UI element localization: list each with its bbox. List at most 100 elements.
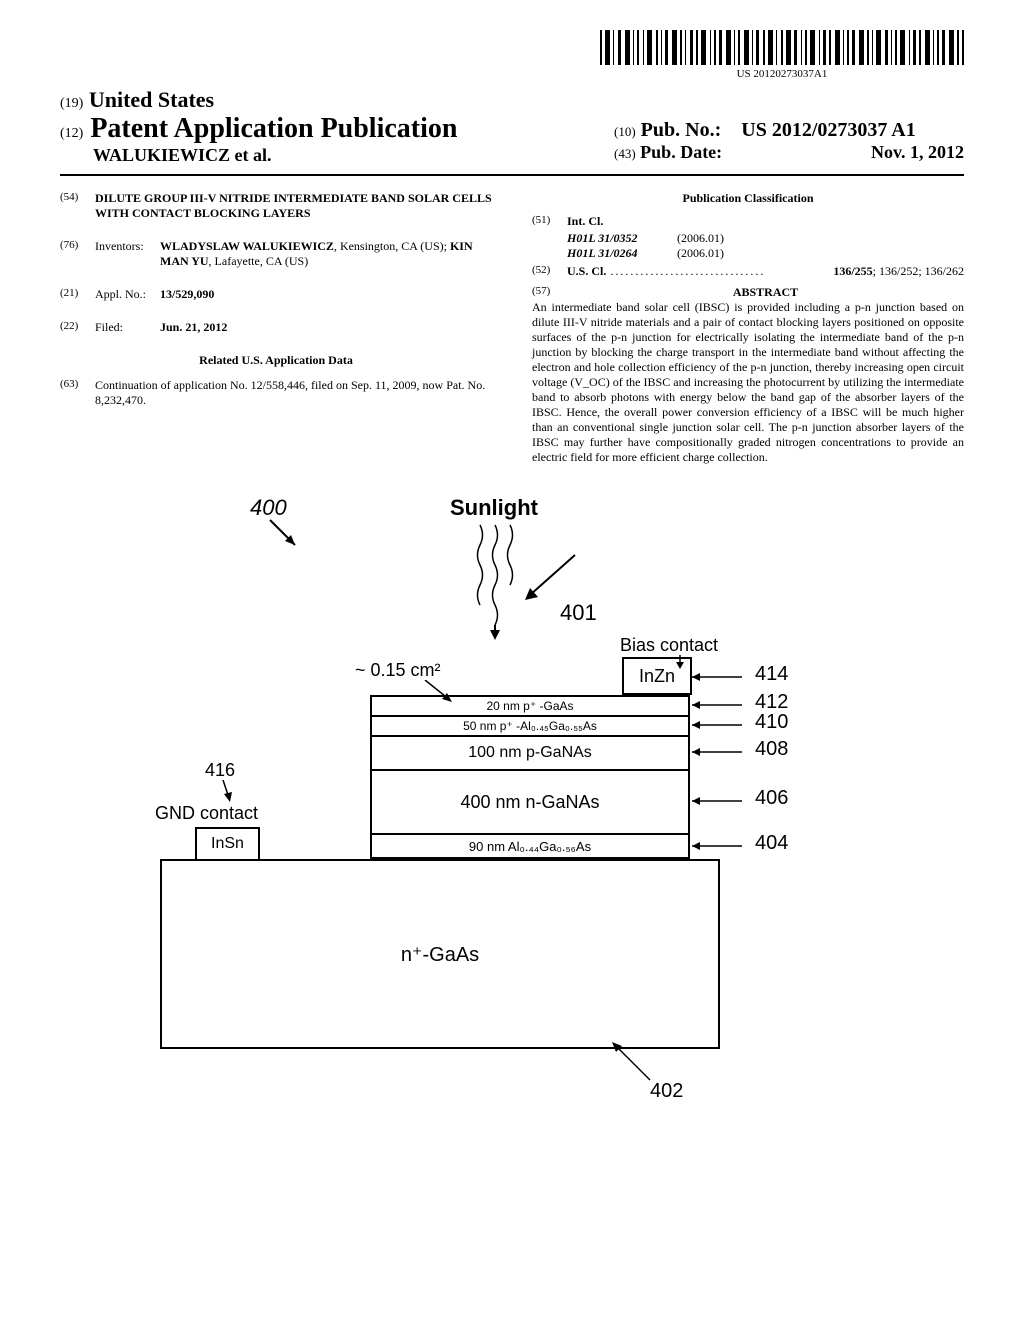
pubdate-num: (43) — [614, 146, 636, 161]
uscl-bold: 136/255 — [833, 264, 872, 278]
uscl-label: U.S. Cl. — [567, 264, 606, 279]
bib-left-column: (54) DILUTE GROUP III-V NITRIDE INTERMED… — [60, 191, 492, 465]
layer-text: 100 nm p-GaNAs — [468, 744, 592, 762]
bib-right-column: Publication Classification (51) Int. Cl.… — [532, 191, 964, 465]
intcl-entry: H01L 31/0264 (2006.01) — [567, 246, 964, 261]
substrate: n⁺-GaAs — [160, 859, 720, 1049]
bibliography: (54) DILUTE GROUP III-V NITRIDE INTERMED… — [60, 191, 964, 465]
layer-text: 20 nm p⁺ -GaAs — [486, 699, 573, 713]
abstract-text: An intermediate band solar cell (IBSC) i… — [532, 300, 964, 465]
header-left: (19) United States (12) Patent Applicati… — [60, 87, 457, 166]
leader-408 — [692, 746, 752, 758]
field-num: (52) — [532, 264, 567, 279]
uscl-rest: ; 136/252; 136/262 — [873, 264, 964, 278]
layer-404: 90 nm Al₀.₄₄Ga₀.₅₆As — [370, 833, 690, 859]
leader-412 — [692, 699, 752, 711]
authors: WALUKIEWICZ et al. — [93, 145, 457, 166]
layer-408: 100 nm p-GaNAs — [370, 735, 690, 769]
filed-val: Jun. 21, 2012 — [160, 320, 492, 335]
pubno-label: Pub. No.: — [641, 119, 722, 141]
intcl-year: (2006.01) — [677, 231, 724, 246]
barcode: US 20120273037A1 — [600, 30, 964, 80]
related-heading: Related U.S. Application Data — [60, 353, 492, 368]
ref-401: 401 — [560, 600, 597, 626]
inventors-content: WLADYSLAW WALUKIEWICZ, Kensington, CA (U… — [160, 239, 492, 269]
sunlight-label: Sunlight — [450, 495, 538, 521]
uscl-val: 136/255; 136/252; 136/262 — [833, 264, 964, 279]
patent-title: DILUTE GROUP III-V NITRIDE INTERMEDIATE … — [95, 191, 492, 221]
leader-410 — [692, 719, 752, 731]
ref-406: 406 — [755, 787, 788, 810]
ref-414: 414 — [755, 663, 788, 686]
insn-contact: InSn — [195, 827, 260, 861]
bias-label: Bias contact — [620, 635, 718, 656]
layer-text: 400 nm n-GaNAs — [460, 792, 599, 813]
divider — [60, 174, 964, 176]
filed-field: (22) Filed: Jun. 21, 2012 — [60, 320, 492, 335]
field-num: (51) — [532, 214, 567, 229]
layer-406: 400 nm n-GaNAs — [370, 769, 690, 833]
layer-412: 20 nm p⁺ -GaAs — [370, 695, 690, 715]
filed-label: Filed: — [95, 320, 160, 335]
field-num: (76) — [60, 239, 95, 269]
arrow-400 — [265, 515, 305, 555]
layer-stack: InZn 20 nm p⁺ -GaAs 50 nm p⁺ -Al₀.₄₅Ga₀.… — [370, 695, 690, 859]
barcode-bars — [600, 30, 964, 65]
area-label: ~ 0.15 cm² — [355, 660, 441, 681]
intcl-label: Int. Cl. — [567, 214, 603, 229]
field-num: (54) — [60, 191, 95, 221]
inventor-loc: , Kensington, CA (US); — [334, 239, 450, 253]
abstract-header-row: (57) ABSTRACT — [532, 285, 964, 300]
pub-type-num: (12) — [60, 126, 83, 141]
header: (19) United States (12) Patent Applicati… — [60, 87, 964, 166]
intcl-code: H01L 31/0264 — [567, 246, 677, 261]
inzn-contact: InZn — [622, 657, 692, 695]
dots: ............................... — [610, 264, 833, 279]
intcl-entry: H01L 31/0352 (2006.01) — [567, 231, 964, 246]
leader-406 — [692, 795, 752, 807]
figure: 400 Sunlight 401 ~ 0.15 cm² Bias contact — [60, 495, 964, 1155]
barcode-region: US 20120273037A1 — [60, 30, 964, 82]
leader-404 — [692, 840, 752, 852]
ref-410: 410 — [755, 711, 788, 734]
pubno-line: (10) Pub. No.: US 2012/0273037 A1 — [614, 119, 964, 142]
pubdate-label: Pub. Date: — [640, 142, 722, 162]
classification-heading: Publication Classification — [532, 191, 964, 206]
figure-canvas: 400 Sunlight 401 ~ 0.15 cm² Bias contact — [110, 495, 860, 1155]
pubno-num: (10) — [614, 124, 636, 139]
continuation-text: Continuation of application No. 12/558,4… — [95, 378, 492, 408]
layer-410: 50 nm p⁺ -Al₀.₄₅Ga₀.₅₅As — [370, 715, 690, 735]
ref-416: 416 — [205, 760, 235, 781]
intcl-year: (2006.01) — [677, 246, 724, 261]
layer-text: 50 nm p⁺ -Al₀.₄₅Ga₀.₅₅As — [463, 719, 597, 733]
intcl-code: H01L 31/0352 — [567, 231, 677, 246]
gnd-label: GND contact — [155, 803, 258, 824]
country-num: (19) — [60, 96, 83, 111]
title-field: (54) DILUTE GROUP III-V NITRIDE INTERMED… — [60, 191, 492, 221]
pub-type: Patent Application Publication — [90, 113, 457, 144]
leader-414 — [692, 671, 752, 683]
pubno-val: US 2012/0273037 A1 — [741, 119, 915, 141]
intcl-field: (51) Int. Cl. — [532, 214, 964, 229]
field-num: (21) — [60, 287, 95, 302]
country-line: (19) United States — [60, 87, 457, 113]
substrate-text: n⁺-GaAs — [401, 942, 479, 967]
abstract-heading: ABSTRACT — [567, 285, 964, 300]
uscl-field: (52) U.S. Cl. ..........................… — [532, 264, 964, 279]
field-num: (63) — [60, 378, 95, 408]
ref-402: 402 — [650, 1080, 683, 1103]
inventors-label: Inventors: — [95, 239, 160, 269]
barcode-text: US 20120273037A1 — [600, 68, 964, 80]
continuation-field: (63) Continuation of application No. 12/… — [60, 378, 492, 408]
pub-type-line: (12) Patent Application Publication — [60, 113, 457, 145]
country-name: United States — [89, 87, 214, 112]
pubdate-line: (43) Pub. Date: Nov. 1, 2012 — [614, 142, 964, 163]
field-num: (57) — [532, 285, 567, 300]
field-num: (22) — [60, 320, 95, 335]
appl-label: Appl. No.: — [95, 287, 160, 302]
pubdate-val: Nov. 1, 2012 — [871, 142, 964, 163]
layer-text: 90 nm Al₀.₄₄Ga₀.₅₆As — [469, 839, 591, 854]
arrow-416 — [215, 780, 235, 805]
ref-408: 408 — [755, 738, 788, 761]
header-right: (10) Pub. No.: US 2012/0273037 A1 (43) P… — [614, 119, 964, 166]
